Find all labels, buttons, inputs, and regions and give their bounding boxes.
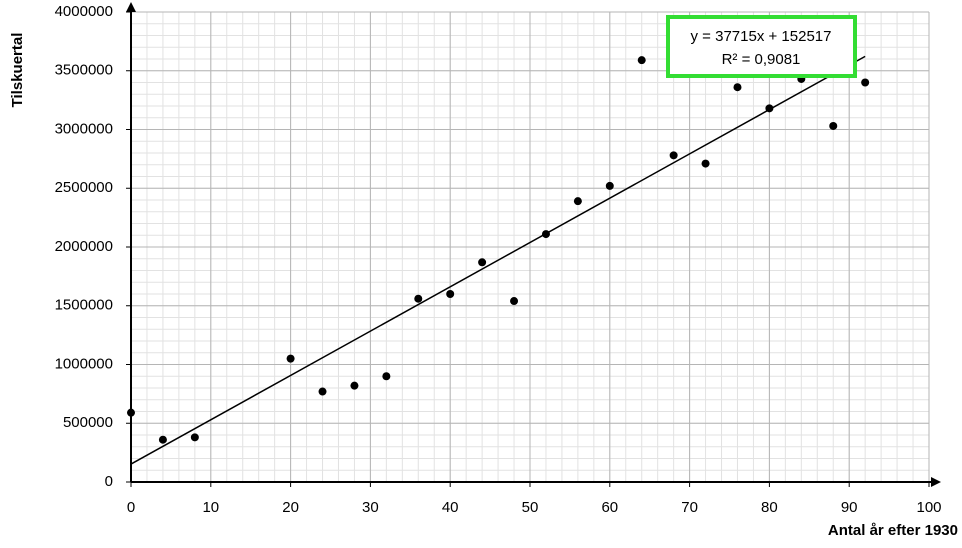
y-tick-label: 500000 <box>63 414 113 431</box>
point <box>829 121 838 130</box>
x-tick-label: 0 <box>127 499 135 516</box>
x-tick-label: 90 <box>841 499 858 516</box>
point <box>382 372 391 381</box>
x-tick-label: 80 <box>761 499 778 516</box>
point <box>190 433 199 442</box>
x-axis-label: Antal år efter 1930 <box>828 522 958 539</box>
y-tick-label: 1000000 <box>55 355 113 372</box>
x-tick-label: 30 <box>362 499 379 516</box>
x-axis-arrow <box>931 477 941 487</box>
y-tick-label: 0 <box>105 473 113 490</box>
y-tick-label: 3000000 <box>55 120 113 137</box>
x-tick-label: 20 <box>282 499 299 516</box>
point <box>573 197 582 206</box>
point <box>669 151 678 160</box>
point <box>701 159 710 168</box>
point <box>510 297 519 306</box>
x-tick-label: 100 <box>916 499 941 516</box>
y-tick-label: 2000000 <box>55 238 113 255</box>
y-tick-label: 4000000 <box>55 3 113 20</box>
y-tick-label: 1500000 <box>55 297 113 314</box>
grid <box>130 11 930 483</box>
point <box>605 181 614 190</box>
x-tick-label: 60 <box>601 499 618 516</box>
trendline <box>130 55 866 465</box>
y-axis-arrow <box>126 2 136 12</box>
point <box>446 290 455 298</box>
point <box>286 354 295 363</box>
marks <box>127 56 870 444</box>
point <box>158 435 167 444</box>
point <box>478 258 487 267</box>
point <box>318 387 327 396</box>
trendline-r2: R² = 0,9081 <box>722 51 801 68</box>
x-tick-label: 40 <box>442 499 459 516</box>
y-axis-label: Tilskuertal <box>9 33 26 108</box>
equation-box <box>666 15 857 78</box>
y-tick-label: 2500000 <box>55 179 113 196</box>
point <box>861 78 870 87</box>
x-tick-label: 10 <box>202 499 219 516</box>
y-tick-label: 3500000 <box>55 62 113 79</box>
point <box>733 83 742 92</box>
point <box>414 294 423 303</box>
trendline-equation: y = 37715x + 152517 <box>691 28 832 45</box>
x-tick-label: 70 <box>681 499 698 516</box>
point <box>637 56 646 65</box>
x-tick-label: 50 <box>522 499 539 516</box>
point <box>350 381 359 390</box>
